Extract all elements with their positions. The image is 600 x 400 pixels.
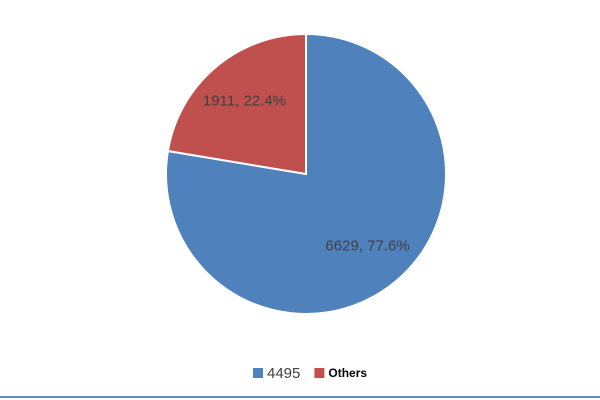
legend-swatch — [253, 368, 263, 378]
legend-swatch — [314, 368, 325, 378]
data-label: 6629, 77.6% — [325, 238, 409, 255]
legend-label: 4495 — [267, 365, 300, 382]
pie-slice — [166, 32, 307, 176]
legend-label: Others — [328, 366, 367, 380]
data-label: 1911, 22.4% — [203, 92, 286, 109]
